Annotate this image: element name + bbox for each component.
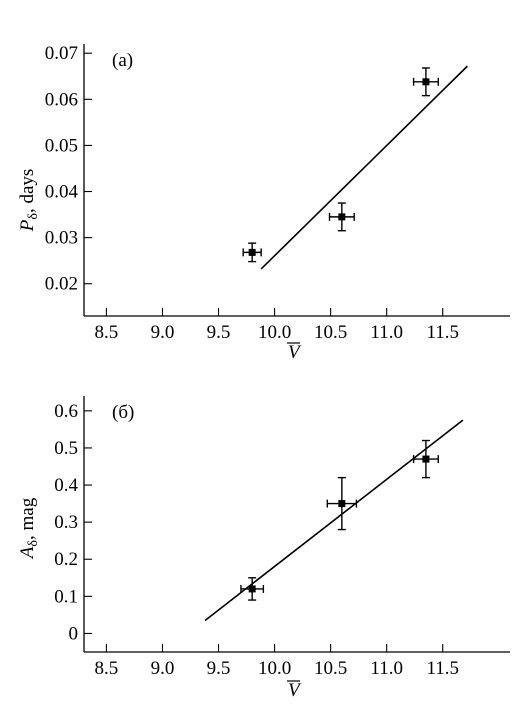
y-tick-label: 0.3 xyxy=(54,512,78,533)
y-axis-label-main: P xyxy=(17,219,38,232)
x-tick-label: 10.5 xyxy=(314,322,347,343)
x-tick-label: 9.5 xyxy=(207,658,231,679)
x-axis-label-text: V xyxy=(288,680,302,701)
x-tick-label: 10.5 xyxy=(314,658,347,679)
y-axis-label-subscript: δ xyxy=(26,213,41,220)
x-axis-label: V xyxy=(287,680,302,701)
data-point-marker xyxy=(422,78,430,86)
y-tick-label: 0 xyxy=(69,623,79,644)
fit-lines xyxy=(204,419,464,622)
x-tick-label: 11.5 xyxy=(426,658,459,679)
panel-label: (б) xyxy=(112,402,134,423)
y-tick-label: 0.04 xyxy=(45,182,79,203)
y-tick-label: 0.1 xyxy=(54,586,78,607)
x-tick-label: 11.5 xyxy=(426,322,459,343)
data-points xyxy=(242,67,439,263)
panel-a: (a) V Pδ, days 8.5 9.0 9.5 10.0 10.5 11.0 11.5… xyxy=(17,43,510,363)
panel-b: (б) V Aδ, mag 8.5 9.0 9.5 10.0 10.5 11.0 11.5 … xyxy=(17,396,510,701)
y-tick-label: 0.06 xyxy=(45,89,78,110)
x-axis-label: V xyxy=(287,342,302,363)
fit-line xyxy=(260,65,468,270)
data-point-marker xyxy=(248,585,256,593)
y-tick-label: 0.02 xyxy=(45,274,78,295)
y-ticks: 0 0.1 0.2 0.3 0.4 0.5 0.6 xyxy=(54,401,92,644)
x-tick-label: 8.5 xyxy=(95,658,119,679)
x-axis-label-text: V xyxy=(288,342,302,363)
x-tick-label: 10.0 xyxy=(258,658,291,679)
x-tick-label: 11.0 xyxy=(370,658,403,679)
x-ticks: 8.5 9.0 9.5 10.0 10.5 11.0 11.5 xyxy=(95,308,459,343)
data-point-marker xyxy=(422,455,430,463)
x-tick-label: 9.0 xyxy=(151,658,175,679)
y-axis-label-unit: , days xyxy=(17,169,38,213)
fit-line xyxy=(204,419,464,622)
y-tick-label: 0.07 xyxy=(45,43,78,64)
y-axis-label-unit: , mag xyxy=(17,497,38,540)
x-tick-label: 10.0 xyxy=(258,322,291,343)
y-tick-label: 0.5 xyxy=(54,438,78,459)
data-points xyxy=(240,439,439,601)
y-axis-label-main: A xyxy=(17,546,38,560)
y-tick-label: 0.03 xyxy=(45,228,78,249)
x-tick-label: 9.5 xyxy=(207,322,231,343)
y-ticks: 0.02 0.03 0.04 0.05 0.06 0.07 xyxy=(45,43,92,295)
data-point-marker xyxy=(248,248,256,256)
y-tick-label: 0.05 xyxy=(45,135,78,156)
panel-label: (a) xyxy=(112,50,133,71)
x-ticks: 8.5 9.0 9.5 10.0 10.5 11.0 11.5 xyxy=(95,644,459,679)
data-point-marker xyxy=(338,500,346,508)
y-tick-label: 0.2 xyxy=(54,549,78,570)
data-point-marker xyxy=(338,213,346,221)
y-tick-label: 0.4 xyxy=(54,475,78,496)
x-tick-label: 8.5 xyxy=(95,322,119,343)
y-axis-label: Pδ, days xyxy=(17,169,41,233)
y-tick-label: 0.6 xyxy=(54,401,78,422)
x-tick-label: 9.0 xyxy=(151,322,175,343)
y-axis-label: Aδ, mag xyxy=(17,497,41,560)
fit-lines xyxy=(260,65,468,270)
y-axis-label-subscript: δ xyxy=(26,540,41,547)
x-tick-label: 11.0 xyxy=(370,322,403,343)
